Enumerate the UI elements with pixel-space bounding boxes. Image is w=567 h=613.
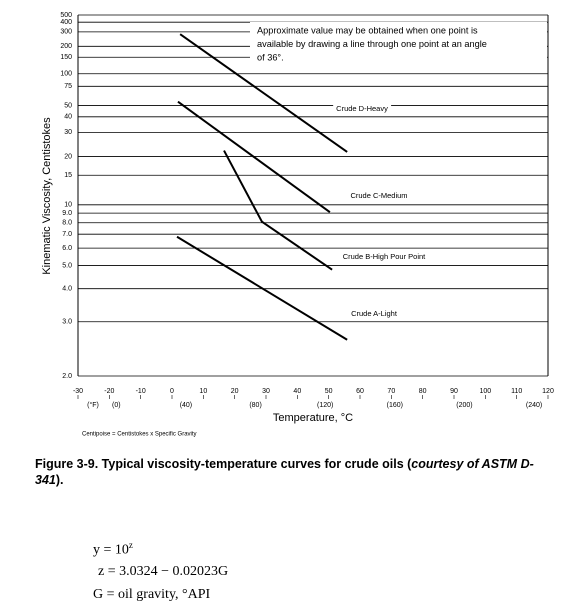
y-axis-label: Kinematic Viscosity, Centistokes (41, 117, 53, 275)
equation-y: y = 10z (93, 540, 133, 559)
y-tick-label: 40 (64, 114, 72, 121)
y-tick-label: 10 (64, 202, 72, 209)
x2-tick-label: (120) (317, 402, 333, 409)
x2-tick-label: (40) (180, 402, 192, 409)
footnote: Centipoise = Centistokes x Specific Grav… (82, 432, 197, 438)
y-tick-label: 100 (60, 71, 72, 78)
x2-tick-label: (200) (456, 402, 472, 409)
series-label-bg (339, 250, 430, 262)
series-label: Crude C-Medium (350, 191, 407, 200)
equation-z: z = 3.0324 − 0.02023G (98, 564, 229, 579)
y-tick-label: 200 (60, 43, 72, 50)
caption-lead: Figure 3-9. Typical viscosity-temperatur… (35, 457, 412, 471)
x-tick-label: -20 (104, 388, 114, 395)
annotation-line: Approximate value may be obtained when o… (257, 25, 478, 35)
equation-y-lhs: y = 10 (93, 542, 129, 558)
series-label-bg (333, 102, 392, 114)
y-tick-label: 500 (60, 12, 72, 19)
y-tick-label: 7.0 (62, 231, 72, 238)
annotation-line: of 36°. (257, 52, 284, 62)
series-line (177, 100, 331, 214)
y-tick-label: 30 (64, 129, 72, 136)
x-tick-label: -30 (73, 388, 83, 395)
x2-axis-label: (°F) (87, 401, 99, 409)
y-tick-label: 75 (64, 83, 72, 90)
series-label: Crude A-Light (351, 309, 398, 318)
x-tick-label: 70 (387, 388, 395, 395)
x2-tick-label: (80) (249, 402, 261, 409)
x-tick-label: 100 (479, 388, 491, 395)
x2-tick-label: (160) (387, 402, 403, 409)
y-tick-label: 400 (60, 19, 72, 26)
chart: Kinematic Viscosity, Centistokes Tempera… (41, 12, 554, 438)
y-tick-label: 2.0 (62, 373, 72, 380)
series-label-bg (347, 189, 411, 201)
y-tick-label: 300 (60, 29, 72, 36)
y-tick-label: 15 (64, 172, 72, 179)
x-tick-label: 40 (293, 388, 301, 395)
equation-g: G = oil gravity, °API (93, 587, 211, 602)
annotation-box (250, 22, 547, 68)
x-tick-label: 0 (170, 388, 174, 395)
x2-tick-label: (240) (526, 402, 542, 409)
x-tick-label: 60 (356, 388, 364, 395)
annotation-line: available by drawing a line through one … (257, 39, 487, 49)
y-tick-label: 150 (60, 54, 72, 61)
y-tick-label: 4.0 (62, 286, 72, 293)
y-tick-label: 5.0 (62, 262, 72, 269)
x-tick-label: 90 (450, 388, 458, 395)
x-tick-label: 120 (542, 388, 554, 395)
series-line (223, 150, 333, 271)
caption-tail: ). (55, 473, 64, 487)
series-line (176, 235, 348, 341)
y-tick-label: 9.0 (62, 210, 72, 217)
x-tick-label: -10 (136, 388, 146, 395)
series-line (179, 33, 348, 153)
x-tick-label: 10 (199, 388, 207, 395)
y-tick-label: 50 (64, 102, 72, 109)
x-tick-label: 50 (325, 388, 333, 395)
x-tick-label: 20 (231, 388, 239, 395)
series-label: Crude D-Heavy (336, 104, 388, 113)
x-tick-label: 80 (419, 388, 427, 395)
x2-tick-label: (0) (112, 402, 121, 409)
y-tick-label: 6.0 (62, 245, 72, 252)
x-tick-label: 30 (262, 388, 270, 395)
equation-y-exp: z (128, 540, 133, 550)
x-axis-label: Temperature, °C (273, 412, 353, 424)
x-tick-label: 110 (511, 388, 522, 395)
series-label-bg (348, 307, 401, 319)
caption: Figure 3-9. Typical viscosity-temperatur… (35, 456, 545, 488)
y-tick-label: 8.0 (62, 220, 72, 227)
y-tick-label: 20 (64, 153, 72, 160)
caption-italic: courtesy of ASTM D-341 (35, 457, 534, 487)
series-label: Crude B-High Pour Point (343, 252, 426, 261)
y-tick-label: 3.0 (62, 319, 72, 326)
